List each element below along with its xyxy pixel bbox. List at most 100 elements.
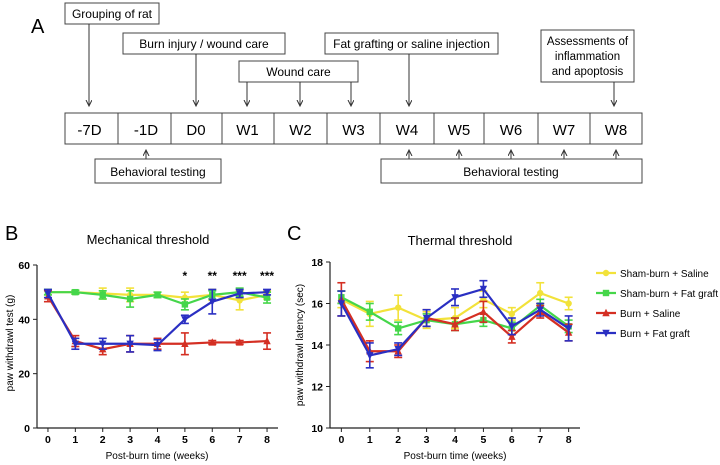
event-label-line-3: and apoptosis — [552, 66, 624, 78]
event-fat-grafting: Fat grafting or saline injection — [324, 32, 499, 106]
testing-label: Behavioral testing — [463, 165, 558, 179]
event-box — [324, 32, 499, 55]
x-tick-label: 4 — [452, 434, 458, 446]
data-point — [508, 310, 516, 318]
data-point — [72, 288, 79, 296]
chart-thermal-threshold: Thermal threshold Post-burn time (weeks)… — [295, 233, 580, 462]
legend-label: Burn + Fat graft — [620, 329, 690, 340]
legend-swatch-marker — [602, 308, 610, 317]
data-point — [508, 332, 516, 340]
significance-marker: *** — [233, 269, 247, 283]
x-tick-label: 6 — [509, 434, 515, 446]
x-tick-label: 5 — [480, 434, 486, 446]
data-point — [263, 288, 271, 297]
testing-box — [380, 158, 643, 184]
data-point — [366, 352, 374, 360]
data-point — [394, 304, 402, 311]
testing-box — [94, 158, 222, 184]
event-label-line-2: inflammation — [555, 51, 620, 63]
data-point — [71, 340, 80, 348]
legend-swatch-marker — [602, 289, 610, 297]
timeline-cell-label: W3 — [342, 122, 365, 139]
panel-label-a: A — [31, 16, 45, 38]
event-wound-care: Wound care — [238, 60, 359, 106]
series-burn-fat-graft — [337, 279, 573, 369]
x-tick-label: 1 — [72, 434, 78, 446]
data-point — [181, 301, 189, 308]
behavioral-testing-baseline: Behavioral testing — [94, 150, 222, 184]
legend-item: Sham-burn + Fat graft — [596, 289, 718, 300]
series-sham-burn-fat-graft — [43, 287, 272, 311]
x-tick-label: 7 — [537, 434, 543, 446]
timeline-cell-label: -7D — [77, 122, 101, 139]
data-point — [366, 308, 373, 315]
data-point — [126, 295, 134, 303]
x-tick-label: 8 — [566, 434, 572, 446]
x-tick-label: 2 — [100, 434, 106, 446]
x-tick-label: 1 — [367, 434, 373, 446]
x-tick-label: 3 — [424, 434, 430, 446]
x-tick-label: 4 — [155, 434, 161, 446]
data-point — [565, 300, 572, 307]
data-point — [564, 325, 573, 333]
y-tick-label: 18 — [311, 257, 323, 269]
event-label: Fat grafting or saline injection — [333, 37, 490, 51]
timeline-cell-1: -1D — [134, 122, 158, 139]
y-tick-label: 40 — [18, 314, 30, 326]
data-point — [337, 300, 346, 308]
data-point — [208, 338, 216, 346]
data-point — [126, 340, 134, 348]
significance-marker: ** — [208, 269, 218, 283]
x-tick-label: 2 — [395, 434, 401, 446]
data-point — [263, 294, 271, 301]
chart-title: Mechanical threshold — [87, 232, 210, 247]
significance-marker: * — [183, 269, 188, 283]
legend-item: Burn + Saline — [596, 308, 681, 320]
data-point — [153, 341, 162, 350]
timeline-cell-0: -7D — [77, 122, 101, 139]
legend-item: Sham-burn + Saline — [596, 269, 709, 280]
panel-label-c: C — [287, 223, 301, 245]
data-point — [236, 297, 243, 304]
panel-label-b: B — [5, 223, 18, 245]
timeline-cell-6: W4 — [396, 122, 419, 139]
data-point — [479, 307, 488, 315]
data-point — [394, 345, 402, 354]
data-point — [422, 314, 431, 323]
x-axis-title: Post-burn time (weeks) — [404, 451, 507, 462]
data-point — [154, 291, 161, 299]
timeline-cell-5: W3 — [342, 122, 365, 139]
data-point — [451, 294, 459, 302]
data-point — [99, 291, 106, 299]
legend-label: Sham-burn + Saline — [620, 269, 709, 280]
chart-title: Thermal threshold — [408, 233, 513, 248]
series-burn-fat-graft — [43, 288, 272, 353]
timeline-cell-label: W5 — [448, 122, 471, 139]
data-point — [99, 340, 107, 348]
timeline-cell-7: W5 — [448, 122, 471, 139]
timeline-cell-9: W7 — [553, 122, 576, 139]
event-assessment: Assessments of inflammation and apoptosi… — [540, 29, 635, 106]
data-point — [479, 285, 488, 294]
x-axis-title: Post-burn time (weeks) — [106, 451, 209, 462]
timeline-cell-4: W2 — [289, 122, 312, 139]
legend-item: Burn + Fat graft — [596, 329, 690, 340]
data-point — [44, 290, 52, 298]
legend-label: Sham-burn + Fat graft — [620, 289, 718, 300]
legend-label: Burn + Saline — [620, 309, 681, 320]
data-point — [537, 289, 544, 297]
legend-swatch-marker — [602, 269, 610, 277]
legend: Sham-burn + Saline Sham-burn + Fat graft B… — [596, 269, 718, 340]
data-point — [263, 336, 271, 345]
timeline-cells: -7D -1D D0 W1 W2 W3 W4 W5 W6 — [64, 112, 643, 145]
data-point — [208, 298, 216, 306]
x-tick-label: 6 — [209, 434, 215, 446]
y-tick-label: 0 — [24, 423, 30, 435]
timeline-cell-label: W1 — [236, 122, 259, 139]
timeline-cell-3: W1 — [236, 122, 259, 139]
chart-mechanical-threshold: Mechanical threshold Post-burn time (wee… — [5, 232, 278, 462]
legend-swatch-marker — [602, 329, 610, 338]
